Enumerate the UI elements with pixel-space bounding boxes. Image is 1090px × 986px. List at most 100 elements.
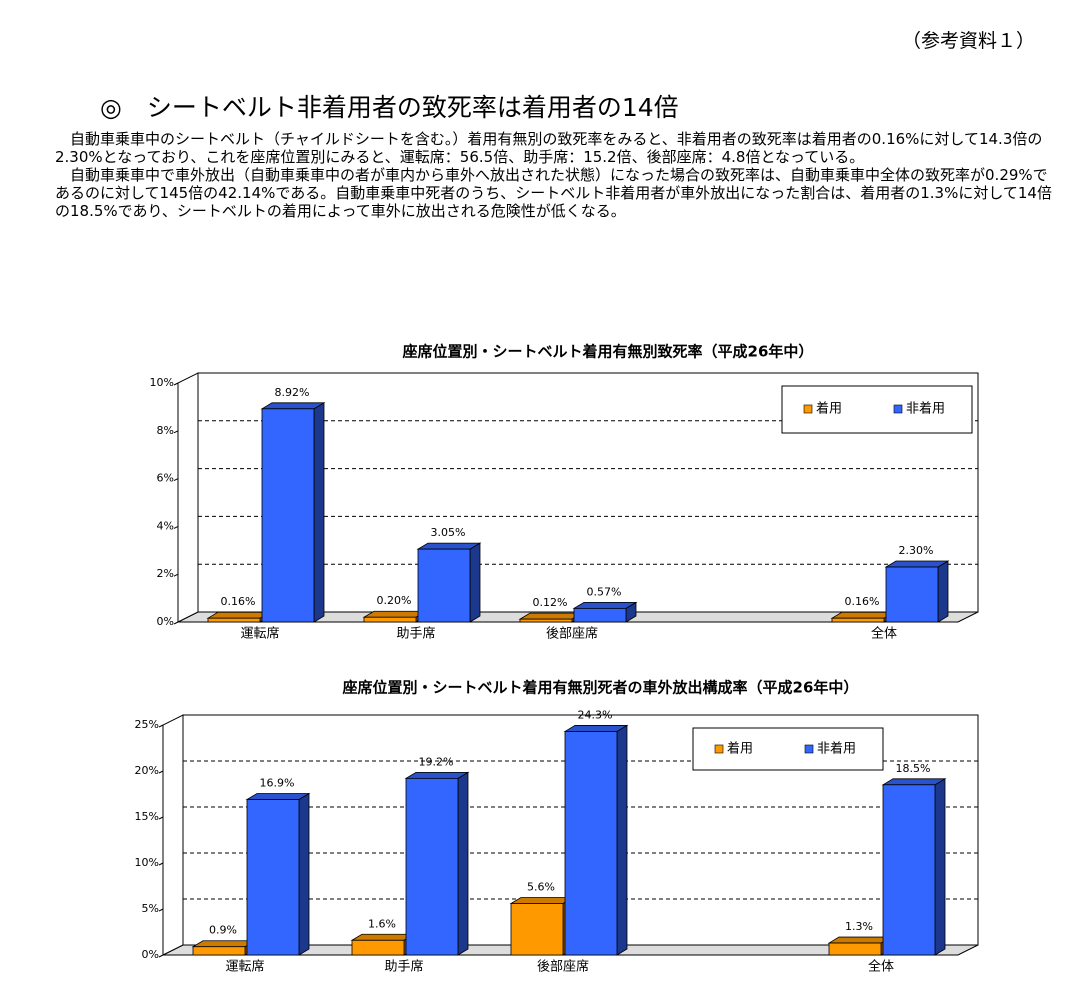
bar-side xyxy=(469,542,481,623)
legend-label: 着用 xyxy=(727,741,753,757)
charts: 座席位置別・シートベルト着用有無別致死率（平成26年中） 0% 2% 4% 6% 8% 10… xyxy=(135,343,979,975)
bar-top xyxy=(416,542,482,550)
x-tick-label: 後部座席 xyxy=(546,626,598,642)
tick-mark xyxy=(173,525,179,529)
body-text: 自動車乗車中のシートベルト（チャイルドシートを含む。）着用有無別の致死率をみると… xyxy=(55,130,1055,220)
bar-top xyxy=(563,725,629,732)
y-tick-label: 0% xyxy=(157,615,174,628)
bar-top xyxy=(881,778,947,786)
bar-top xyxy=(572,601,638,609)
value-label: 18.5% xyxy=(896,762,931,775)
y-tick-label: 5% xyxy=(142,902,159,915)
legend-swatch xyxy=(893,404,903,414)
bar-side xyxy=(457,771,469,956)
bar xyxy=(828,942,882,956)
bar-side xyxy=(934,778,946,956)
bar xyxy=(351,939,405,956)
y-tick-label: 20% xyxy=(135,764,159,777)
tick-mark xyxy=(173,621,179,625)
chart-title: 座席位置別・シートベルト着用有無別死者の車外放出構成率（平成26年中） xyxy=(342,679,859,697)
chart-title: 座席位置別・シートベルト着用有無別致死率（平成26年中） xyxy=(402,343,814,361)
tick-mark xyxy=(173,478,179,482)
tick-mark xyxy=(158,770,164,774)
x-tick-label: 全体 xyxy=(868,959,894,975)
tick-mark xyxy=(158,816,164,820)
x-tick-label: 全体 xyxy=(871,626,897,642)
value-label: 3.05% xyxy=(431,526,466,539)
x-tick-label: 運転席 xyxy=(225,959,264,975)
bar-top xyxy=(518,612,584,620)
x-tick-label: 助手席 xyxy=(384,959,423,975)
value-label: 8.92% xyxy=(275,386,310,399)
bar xyxy=(510,903,564,956)
side-wall xyxy=(162,714,184,956)
bar-side xyxy=(298,792,310,956)
value-label: 0.57% xyxy=(587,585,622,598)
bar-top xyxy=(509,897,575,904)
value-label: 0.20% xyxy=(377,594,412,607)
bar-top xyxy=(206,611,272,619)
tick-mark xyxy=(158,862,164,866)
paragraph: 自動車乗車中のシートベルト（チャイルドシートを含む。）着用有無別の致死率をみると… xyxy=(55,130,1043,166)
y-tick-label: 6% xyxy=(157,472,174,485)
bar xyxy=(246,799,300,956)
legend-box xyxy=(692,727,884,771)
value-label: 0.16% xyxy=(221,595,256,608)
x-tick-label: 後部座席 xyxy=(537,959,589,975)
legend-label: 非着用 xyxy=(906,401,945,417)
legend-swatch xyxy=(804,744,814,754)
bar-top xyxy=(827,936,893,944)
value-label: 0.16% xyxy=(845,595,880,608)
y-tick-label: 2% xyxy=(157,567,174,580)
legend-box xyxy=(781,385,973,434)
value-label: 0.12% xyxy=(533,596,568,609)
value-label: 2.30% xyxy=(899,544,934,557)
value-label: 24.3% xyxy=(578,708,613,721)
bar xyxy=(564,731,618,956)
bar-top xyxy=(830,611,896,619)
bar-side xyxy=(616,724,628,956)
bar-top xyxy=(404,771,470,779)
heading: ◎ シートベルト非着用者の致死率は着用者の14倍 xyxy=(100,93,679,122)
x-tick-label: 運転席 xyxy=(240,626,279,642)
x-tick-label: 助手席 xyxy=(396,626,435,642)
legend-label: 非着用 xyxy=(817,741,856,757)
y-tick-label: 8% xyxy=(157,424,174,437)
value-label: 0.9% xyxy=(209,924,237,937)
bar xyxy=(192,946,246,956)
bar xyxy=(417,548,471,623)
tick-mark xyxy=(158,908,164,912)
tick-mark xyxy=(158,954,164,958)
bar xyxy=(831,617,885,623)
y-tick-label: 10% xyxy=(150,376,174,389)
bar xyxy=(405,777,459,956)
value-label: 1.6% xyxy=(368,917,396,930)
legend-swatch xyxy=(714,744,724,754)
bar-top xyxy=(191,940,257,948)
bar-top xyxy=(350,933,416,941)
y-tick-label: 4% xyxy=(157,519,174,532)
value-label: 1.3% xyxy=(845,920,873,933)
bar-top xyxy=(260,402,326,410)
legend-label: 着用 xyxy=(816,401,842,417)
paragraph: 自動車乗車中で車外放出（自動車乗車中の者が車内から車外へ放出された状態）になった… xyxy=(55,166,1052,220)
y-tick-label: 15% xyxy=(135,810,159,823)
y-tick-label: 10% xyxy=(135,856,159,869)
bar xyxy=(519,618,573,623)
tick-mark xyxy=(173,430,179,434)
bar xyxy=(363,616,417,623)
y-tick-label: 25% xyxy=(135,718,159,731)
bar-top xyxy=(362,610,428,618)
value-label: 19.2% xyxy=(419,755,454,768)
y-tick-label: 0% xyxy=(142,948,159,961)
bar xyxy=(261,408,315,623)
bar-side xyxy=(937,560,949,623)
side-wall xyxy=(177,372,199,623)
bar-top xyxy=(245,793,311,800)
bar xyxy=(573,607,627,623)
tick-mark xyxy=(158,724,164,728)
tick-mark xyxy=(173,573,179,577)
tick-mark xyxy=(173,382,179,386)
value-label: 5.6% xyxy=(527,880,555,893)
